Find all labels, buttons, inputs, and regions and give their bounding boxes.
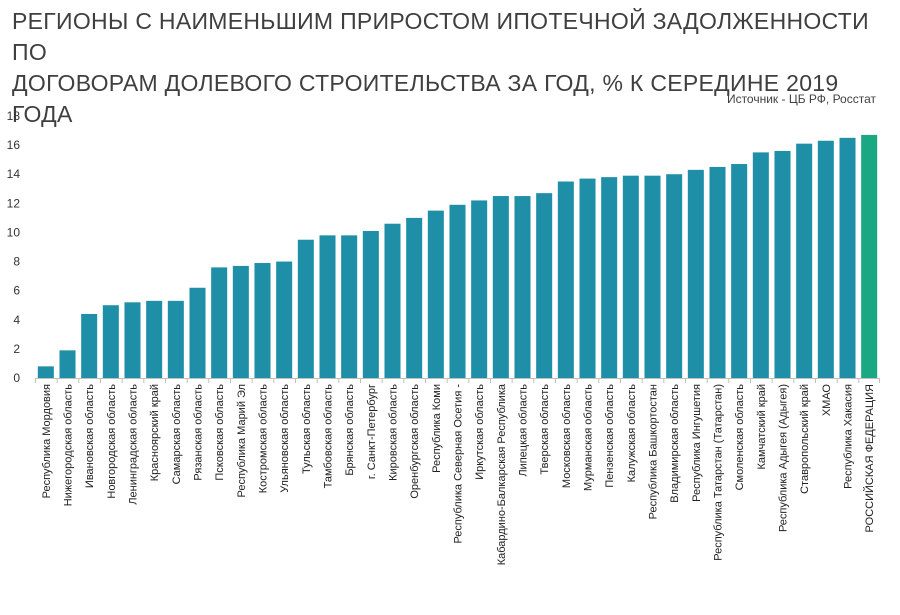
x-tick-label: Камчатский край [756, 384, 768, 469]
bar [254, 263, 271, 378]
bar [232, 265, 249, 378]
y-tick-label: 6 [13, 284, 20, 298]
x-tick-label: Кабардино-Балкарская Республика [496, 383, 508, 565]
x-tick-label: Республика Коми [431, 384, 443, 473]
bar [579, 178, 596, 378]
bar [709, 166, 726, 378]
x-tick-label: Республика Марий Эл [236, 384, 248, 497]
x-tick-label: Республика Хакасия [843, 384, 855, 489]
y-tick-label: 18 [7, 109, 21, 123]
bar-highlight [861, 134, 878, 378]
x-tick-label: Красноярский край [149, 384, 161, 481]
bar [752, 152, 769, 378]
bar [622, 175, 639, 378]
chart-title-line-1: РЕГИОНЫ С НАИМЕНЬШИМ ПРИРОСТОМ ИПОТЕЧНОЙ… [12, 8, 869, 65]
bar [817, 140, 834, 378]
y-tick-label: 4 [13, 313, 20, 327]
x-tick-label: Республика Северная Осетия - [453, 384, 465, 544]
x-tick-label: Владимирская область [669, 384, 681, 503]
bar [774, 150, 791, 378]
bar [492, 196, 509, 378]
bar [297, 239, 314, 378]
bar [427, 210, 444, 378]
x-tick-label: Нижегородская область [63, 384, 75, 507]
bar [81, 313, 98, 378]
x-tick-label: Оренбургская область [409, 384, 421, 499]
bar [601, 177, 618, 378]
bar [384, 223, 401, 378]
x-tick-label: Мурманская область [583, 384, 595, 491]
chart-title-line-2: ДОГОВОРАМ ДОЛЕВОГО СТРОИТЕЛЬСТВА ЗА ГОД,… [12, 70, 839, 127]
y-tick-label: 10 [7, 225, 21, 239]
x-tick-label: Брянская область [344, 384, 356, 476]
y-tick-label: 16 [7, 138, 21, 152]
x-tick-label: РОССИЙСКАЯ ФЕДЕРАЦИЯ [863, 384, 876, 533]
x-tick-label: Республика Мордовия [41, 384, 53, 498]
x-tick-label: Ленинградская область [128, 384, 140, 505]
bar [666, 174, 683, 378]
bar [449, 204, 466, 378]
x-tick-label: ХМАО [821, 384, 833, 417]
bars [37, 134, 878, 378]
x-tick-label: Республика Адыгея (Адыгея) [778, 384, 790, 532]
x-tick-label: Тамбовская область [323, 384, 335, 489]
x-tick-label: Ивановская область [84, 384, 96, 488]
x-tick-label: Костромская область [258, 384, 270, 494]
bar [341, 235, 358, 378]
y-tick-label: 2 [13, 342, 20, 356]
y-tick-label: 12 [7, 196, 21, 210]
x-tick-label: г. Санкт-Петербург [366, 384, 378, 479]
bar [687, 169, 704, 378]
x-tick-label: Республика Татарстан (Татарстан) [713, 384, 725, 561]
x-tick-label: Самарская область [171, 384, 183, 485]
bar [189, 287, 206, 378]
bar [146, 300, 163, 378]
bar [167, 300, 184, 378]
y-tick-label: 0 [13, 371, 20, 385]
x-tick-label: Пензенская область [604, 384, 616, 488]
bar [37, 366, 54, 378]
bar [102, 305, 119, 378]
y-tick-label: 8 [13, 255, 20, 269]
bar [406, 217, 423, 378]
bar [124, 302, 141, 378]
bar [514, 196, 531, 378]
bar [731, 164, 748, 378]
bar [471, 200, 488, 378]
bar [276, 261, 293, 378]
x-tick-label: Московская область [561, 384, 573, 488]
bar [59, 350, 76, 378]
bar [319, 235, 336, 378]
bar [644, 175, 661, 378]
y-tick-label: 14 [7, 167, 21, 181]
x-tick-label: Тульская область [301, 384, 313, 474]
bar [536, 193, 553, 378]
bar [557, 181, 574, 378]
y-axis: 0 2 4 6 8 10 12 14 16 18 [7, 109, 21, 385]
x-tick-label: Рязанская область [193, 384, 205, 481]
x-tick-label: Республика Ингушетия [691, 384, 703, 502]
x-tick-label: Новгородская область [106, 384, 118, 499]
x-tick-label: Ульяновская область [279, 384, 291, 493]
bar [796, 143, 813, 378]
chart-title: РЕГИОНЫ С НАИМЕНЬШИМ ПРИРОСТОМ ИПОТЕЧНОЙ… [12, 6, 892, 130]
x-tick-label: Смоленская область [734, 384, 746, 491]
x-tick-label: Тверская область [539, 384, 551, 475]
x-tick-label: Калужская область [626, 384, 638, 483]
bar [839, 137, 856, 378]
x-tick-label: Иркутская область [474, 384, 486, 480]
x-tick-label: Республика Башкортостан [648, 384, 660, 519]
bar [211, 267, 228, 378]
x-tick-label: Псковская область [214, 384, 226, 481]
x-tick-label: Липецкая область [518, 384, 530, 477]
x-tick-label: Кировская область [388, 384, 400, 481]
x-tick-label: Ставропольский край [799, 384, 811, 494]
x-axis: Республика Мордовия Нижегородская область… [35, 378, 880, 565]
source-note: Источник - ЦБ РФ, Росстат [726, 92, 876, 106]
bar [362, 230, 379, 378]
